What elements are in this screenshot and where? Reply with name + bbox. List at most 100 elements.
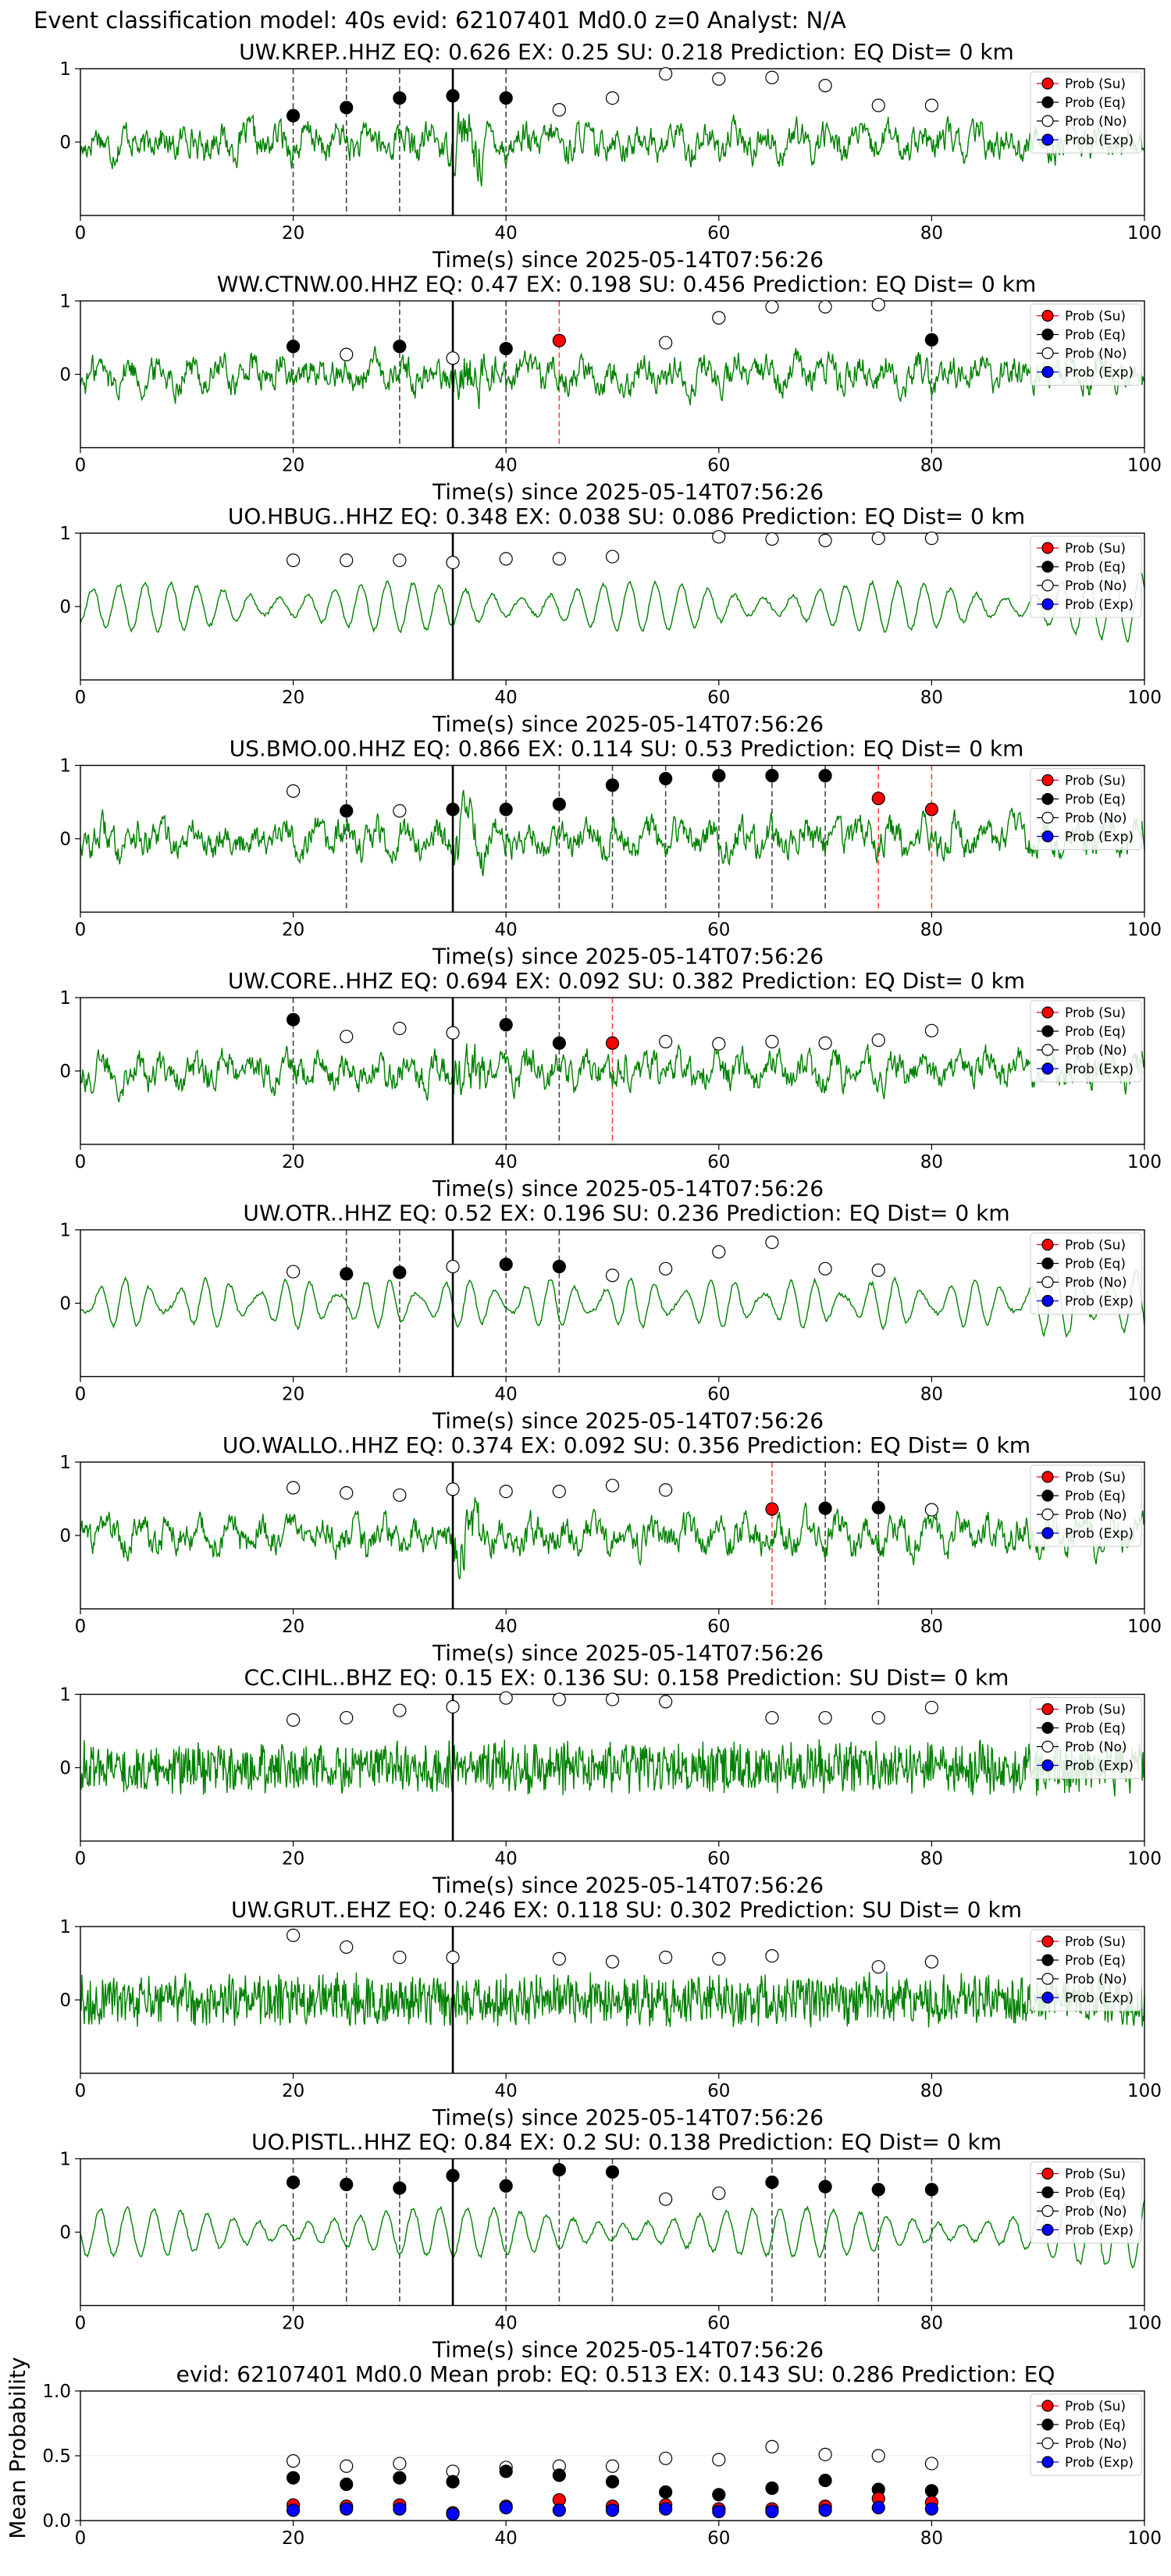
panel-6-legend-label-eq: Prob (Eq) xyxy=(1065,1257,1126,1272)
panel-9-point-no-1 xyxy=(340,1940,354,1954)
panel-11-legend-label-eq: Prob (Eq) xyxy=(1065,2418,1126,2433)
panel-4-waveform xyxy=(80,789,1144,877)
panel-6-legend-marker-su xyxy=(1041,1238,1054,1251)
panel-9-legend xyxy=(1030,1929,1142,2012)
panel-10-waveform xyxy=(80,2195,1144,2269)
panel-7-point-no-7 xyxy=(659,1483,673,1497)
panel-2-legend-label-no: Prob (No) xyxy=(1065,347,1127,362)
panel-1-xtick-label-4: 80 xyxy=(920,223,943,244)
panel-7-point-no-5 xyxy=(552,1484,566,1499)
panel-11-xtick-label-0: 0 xyxy=(75,2528,87,2549)
panel-3-xtick-label-5: 100 xyxy=(1127,688,1162,708)
panel-7-xtick-label-0: 0 xyxy=(75,1617,87,1637)
panel-3-legend-marker-eq xyxy=(1041,560,1054,573)
panel-6-point-eq-5 xyxy=(552,1259,566,1274)
panel-2-ytick-label-0: 0 xyxy=(59,365,71,386)
panel-3-point-no-8 xyxy=(765,532,779,546)
panel-10-ytick-label-0: 0 xyxy=(59,2223,71,2243)
panel-1-legend-label-eq: Prob (Eq) xyxy=(1065,95,1126,111)
panel-7-legend-marker-su xyxy=(1041,1471,1054,1483)
panel-4-legend-label-eq: Prob (Eq) xyxy=(1065,792,1126,808)
panel-4-point-eq-8 xyxy=(712,769,726,783)
panel-5-point-no-2 xyxy=(393,1021,407,1036)
panel-5-ytick-label-0: 0 xyxy=(59,1062,71,1082)
panel-4-title: US.BMO.00.HHZ EQ: 0.866 EX: 0.114 SU: 0.… xyxy=(230,736,1024,762)
panel-5-legend-label-no: Prob (No) xyxy=(1065,1043,1127,1059)
panel-6-ytick-label-1: 1 xyxy=(59,1221,71,1241)
panel-9-legend-label-su: Prob (Su) xyxy=(1065,1934,1126,1950)
panel-1-legend-marker-eq xyxy=(1041,96,1054,109)
panel-6-point-no-0 xyxy=(287,1265,301,1279)
panel-11-point-eq-1 xyxy=(340,2477,354,2492)
panel-5-point-su-6 xyxy=(605,1036,620,1050)
panel-11-legend-marker-no xyxy=(1041,2437,1054,2450)
panel-1-point-no-9 xyxy=(765,70,779,84)
panel-9-xtick-label-2: 40 xyxy=(495,2081,518,2101)
panel-3-legend-label-su: Prob (Su) xyxy=(1065,541,1126,557)
panel-6: UW.OTR..HHZ EQ: 0.52 EX: 0.196 SU: 0.236… xyxy=(59,1201,1162,1434)
panel-7: UO.WALLO..HHZ EQ: 0.374 EX: 0.092 SU: 0.… xyxy=(59,1432,1162,1666)
panel-4-point-su-12 xyxy=(924,802,939,817)
panel-10-title: UO.PISTL..HHZ EQ: 0.84 EX: 0.2 SU: 0.138… xyxy=(251,2129,1002,2155)
panel-4-ytick-label-1: 1 xyxy=(59,756,71,777)
panel-3-legend-label-no: Prob (No) xyxy=(1065,578,1127,594)
panel-3-ytick-label-1: 1 xyxy=(59,524,71,544)
panel-7-point-su-8 xyxy=(765,1502,779,1516)
panel-5-xtick-label-0: 0 xyxy=(75,1152,87,1172)
panel-3-point-no-5 xyxy=(552,552,566,566)
panel-6-legend-label-su: Prob (Su) xyxy=(1065,1238,1126,1254)
panel-6-xtick-label-5: 100 xyxy=(1127,1385,1162,1405)
panel-11-xtick-label-2: 40 xyxy=(495,2528,518,2549)
panel-6-point-no-10 xyxy=(818,1261,832,1276)
panel-10-legend-label-no: Prob (No) xyxy=(1065,2204,1127,2220)
figure-suptitle: Event classification model: 40s evid: 62… xyxy=(34,7,846,34)
panel-4-point-eq-7 xyxy=(659,771,673,786)
panel-4-point-eq-9 xyxy=(765,769,779,783)
panel-10-xlabel: Time(s) since 2025-05-14T07:56:26 xyxy=(432,2337,824,2363)
panel-11-xtick-label-5: 100 xyxy=(1127,2528,1162,2549)
panel-4-legend-label-no: Prob (No) xyxy=(1065,811,1127,827)
panel-10-xtick-label-5: 100 xyxy=(1127,2314,1162,2334)
panel-1-point-no-5 xyxy=(552,103,566,117)
panel-5-legend-label-exp: Prob (Exp) xyxy=(1065,1062,1134,1077)
panel-1-legend-label-su: Prob (Su) xyxy=(1065,76,1126,92)
panel-11-point-eq-7 xyxy=(659,2485,673,2500)
panel-11-xtick-label-3: 60 xyxy=(707,2528,730,2549)
panel-10-xtick-label-4: 80 xyxy=(920,2314,943,2334)
panel-1-point-no-10 xyxy=(818,79,832,93)
panel-6-point-no-11 xyxy=(871,1263,885,1277)
panel-1-xtick-label-0: 0 xyxy=(75,223,87,244)
panel-4-xtick-label-3: 60 xyxy=(707,920,730,941)
panel-5-xtick-label-3: 60 xyxy=(707,1152,730,1172)
panel-9-xlabel: Time(s) since 2025-05-14T07:56:26 xyxy=(432,2105,824,2130)
panel-3-legend xyxy=(1030,535,1142,618)
panel-10-point-eq-9 xyxy=(765,2175,779,2190)
panel-10-legend-label-eq: Prob (Eq) xyxy=(1065,2186,1126,2201)
panel-4-legend-marker-exp xyxy=(1041,830,1054,843)
panel-2-xtick-label-2: 40 xyxy=(495,456,518,476)
panel-11-point-exp-10 xyxy=(818,2503,832,2517)
panel-11-legend-marker-eq xyxy=(1041,2418,1054,2431)
panel-3-legend-marker-exp xyxy=(1041,598,1054,610)
panel-3-ytick-label-0: 0 xyxy=(59,597,71,617)
panel-8-point-no-4 xyxy=(499,1691,513,1705)
panel-1-point-no-7 xyxy=(659,66,673,81)
panel-2-legend-marker-eq xyxy=(1041,328,1054,341)
panel-10-point-eq-6 xyxy=(605,2165,620,2179)
panel-1-point-no-12 xyxy=(924,98,939,112)
panel-9-xtick-label-5: 100 xyxy=(1127,2081,1162,2101)
panel-11-point-no-8 xyxy=(712,2453,726,2467)
panel-4-point-eq-6 xyxy=(605,778,620,792)
panel-4-xtick-label-0: 0 xyxy=(75,920,87,941)
panel-2-waveform xyxy=(80,346,1144,410)
panel-4-xtick-label-4: 80 xyxy=(920,920,943,941)
panel-2-point-no-1 xyxy=(340,347,354,361)
panel-7-legend-label-su: Prob (Su) xyxy=(1065,1470,1126,1485)
panel-5-point-no-7 xyxy=(659,1034,673,1049)
panel-11-point-eq-9 xyxy=(765,2481,779,2496)
panel-9-ytick-label-1: 1 xyxy=(59,1917,71,1937)
panel-5-point-no-10 xyxy=(818,1036,832,1050)
panel-1-xtick-label-3: 60 xyxy=(707,223,730,244)
panel-5-point-no-11 xyxy=(871,1033,885,1048)
